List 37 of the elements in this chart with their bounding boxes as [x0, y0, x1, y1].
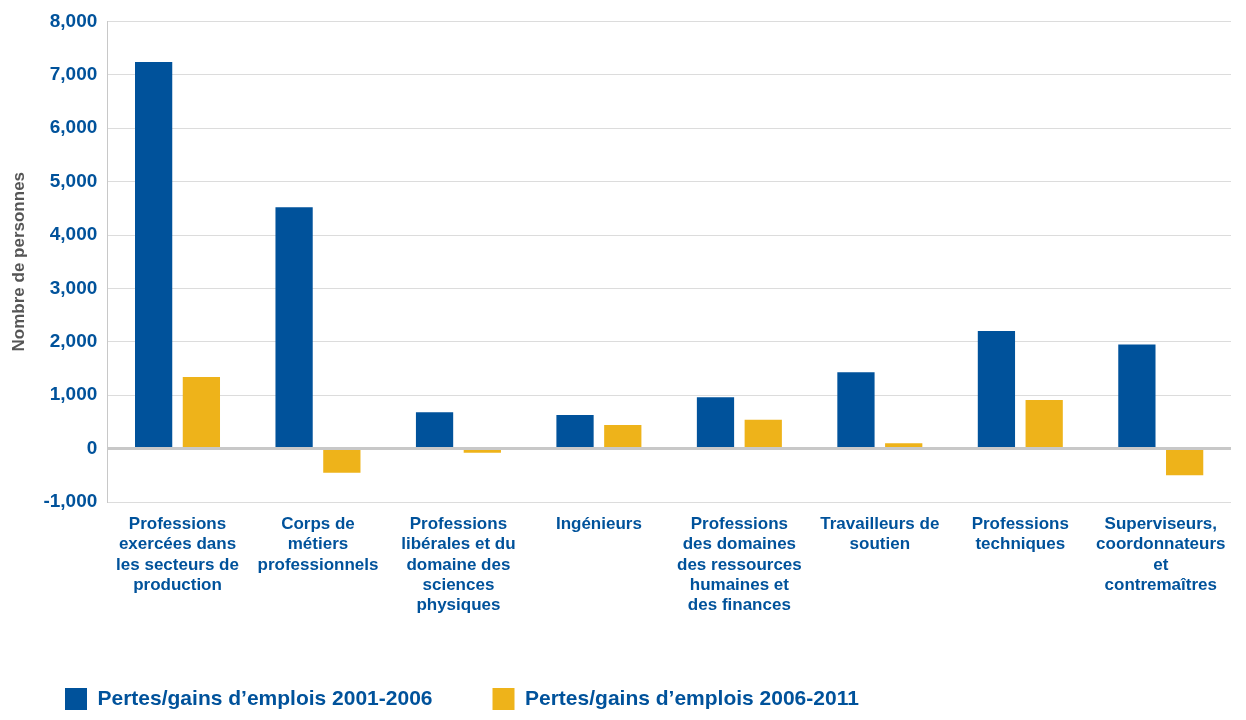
legend-label: Pertes/gains d’emplois 2006-2011	[525, 685, 860, 709]
y-tick-label: -1,000	[43, 490, 98, 512]
y-tick-label: 8,000	[49, 9, 98, 31]
bar	[463, 450, 501, 453]
x-tick-label: Professions techniques	[971, 513, 1069, 554]
x-tick-label: Professions libérales et du domaine des sciences physiques	[401, 513, 516, 615]
y-tick-label: 2,000	[49, 330, 98, 352]
y-tick-label: 1,000	[49, 383, 98, 405]
bar	[135, 61, 173, 448]
x-tick-label: Travailleurs de soutien	[820, 513, 940, 554]
y-tick-label: 0	[86, 436, 98, 458]
y-tick-label: 7,000	[49, 63, 98, 85]
x-tick-label: Professions exercées dans les secteurs de production	[116, 513, 239, 595]
y-tick-label: 5,000	[49, 169, 98, 191]
bar	[1025, 400, 1063, 448]
bar	[1166, 450, 1204, 476]
x-tick-label: Professions des domaines des ressources humaines et des finances	[676, 513, 802, 615]
bar	[744, 419, 782, 448]
bar	[415, 412, 454, 448]
bar	[1118, 344, 1156, 448]
y-axis-title: Nombre de personnes	[8, 171, 28, 352]
y-tick-label: 4,000	[49, 223, 98, 245]
y-tick-label: 6,000	[49, 116, 98, 138]
bar	[182, 377, 221, 448]
bar	[275, 207, 313, 448]
legend-label: Pertes/gains d’emplois 2001-2006	[97, 685, 433, 709]
bar	[977, 331, 1016, 448]
x-tick-label: Superviseurs, coordonnateurs et contremaîtres	[1096, 513, 1226, 595]
bar	[885, 443, 923, 448]
x-tick-label: Corps de métiers professionnels	[257, 513, 379, 574]
bar	[604, 425, 642, 448]
bar	[556, 414, 594, 448]
bar	[323, 450, 361, 473]
bar	[837, 372, 875, 448]
y-tick-label: 3,000	[49, 276, 98, 298]
bar	[696, 397, 735, 448]
x-tick-label: Ingénieurs	[555, 513, 642, 533]
